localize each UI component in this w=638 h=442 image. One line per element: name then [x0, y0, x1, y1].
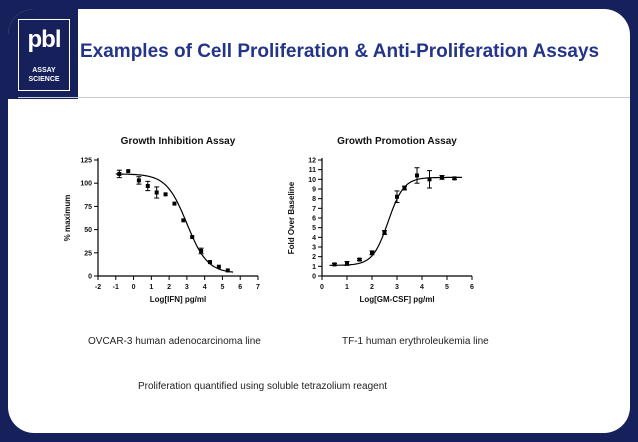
x-tick-label: 1	[149, 284, 153, 291]
caption-right: TF-1 human erythroleukemia line	[342, 336, 489, 347]
y-tick-label: 75	[84, 204, 92, 211]
y-tick-label: 0	[312, 274, 316, 281]
x-axis-label: Log[GM-CSF] pg/ml	[359, 295, 434, 304]
data-point	[117, 171, 122, 176]
x-tick-label: 1	[345, 284, 349, 291]
caption-left: OVCAR-3 human adenocarcinoma line	[88, 336, 261, 347]
y-axis-label: Fold Over Baseline	[287, 181, 296, 254]
data-point	[145, 183, 150, 188]
data-point	[208, 260, 212, 265]
y-tick-label: 0	[88, 274, 92, 281]
y-tick-label: 9	[312, 187, 316, 194]
data-point	[216, 264, 221, 269]
growth-inhibition-chart: Growth Inhibition Assay -2 -1 0 1 2 3 4 5 6 7 0 25 50…	[63, 136, 260, 304]
y-tick-label: 7	[312, 206, 316, 213]
y-tick-label: 5	[312, 225, 316, 232]
data-point	[440, 175, 444, 180]
data-point	[345, 261, 349, 266]
data-point	[357, 257, 362, 262]
data-point	[190, 235, 195, 240]
y-tick-label: 1	[312, 264, 316, 271]
y-axis-label: % maximum	[63, 195, 72, 242]
x-tick-label: 4	[420, 284, 424, 291]
x-tick-label: -2	[95, 284, 101, 291]
x-tick-label: 6	[238, 284, 242, 291]
data-point	[163, 192, 168, 197]
data-point	[126, 169, 131, 174]
x-tick-label: 2	[167, 284, 171, 291]
caption-bottom: Proliferation quantified using soluble t…	[138, 381, 388, 392]
data-point	[395, 194, 399, 199]
logo-mark: pbl	[27, 26, 62, 53]
chart-title: Growth Inhibition Assay	[121, 136, 236, 147]
y-tick-label: 50	[84, 227, 92, 234]
x-tick-label: -1	[113, 284, 119, 291]
data-point	[427, 177, 432, 182]
logo-line-1: ASSAY	[32, 67, 56, 74]
data-point	[415, 173, 419, 178]
data-point	[199, 248, 204, 253]
fit-curve	[329, 176, 462, 266]
x-tick-label: 3	[185, 284, 189, 291]
data-point	[370, 250, 374, 255]
data-point	[181, 218, 186, 223]
x-tick-label: 0	[320, 284, 324, 291]
x-tick-label: 6	[470, 284, 474, 291]
data-point	[332, 262, 337, 267]
y-tick-label: 12	[308, 158, 316, 165]
chart-title: Growth Promotion Assay	[337, 136, 457, 147]
y-tick-label: 11	[309, 167, 317, 174]
slide: pbl ASSAY SCIENCE	[8, 9, 630, 433]
fit-curve	[115, 173, 234, 273]
y-tick-label: 125	[80, 158, 92, 165]
data-point	[136, 178, 141, 183]
y-tick-label: 4	[312, 235, 316, 242]
data-point	[225, 268, 230, 273]
data-point	[452, 176, 457, 181]
header-bar	[78, 44, 630, 92]
x-tick-label: 5	[220, 284, 224, 291]
data-point	[172, 201, 177, 206]
y-tick-label: 25	[84, 250, 92, 257]
x-tick-label: 2	[370, 284, 374, 291]
y-tick-label: 3	[312, 245, 316, 252]
header-divider	[18, 97, 630, 98]
y-tick-label: 2	[312, 254, 316, 261]
data-point	[382, 230, 387, 235]
logo-line-2: SCIENCE	[28, 76, 60, 83]
data-point	[402, 186, 407, 191]
x-tick-label: 4	[203, 284, 207, 291]
x-tick-label: 5	[445, 284, 449, 291]
x-tick-label: 0	[132, 284, 136, 291]
x-axis-label: Log[IFN] pg/ml	[150, 295, 206, 304]
x-tick-label: 7	[256, 284, 260, 291]
y-tick-label: 100	[80, 181, 92, 188]
logo-frame: pbl ASSAY SCIENCE	[18, 19, 70, 91]
y-tick-label: 6	[312, 216, 316, 223]
pbl-logo: pbl ASSAY SCIENCE	[8, 9, 78, 99]
y-tick-label: 8	[312, 196, 316, 203]
x-tick-label: 3	[395, 284, 399, 291]
slide-title: Examples of Cell Proliferation & Anti-Pr…	[80, 41, 600, 62]
data-point	[154, 190, 159, 195]
y-tick-label: 10	[308, 177, 316, 184]
